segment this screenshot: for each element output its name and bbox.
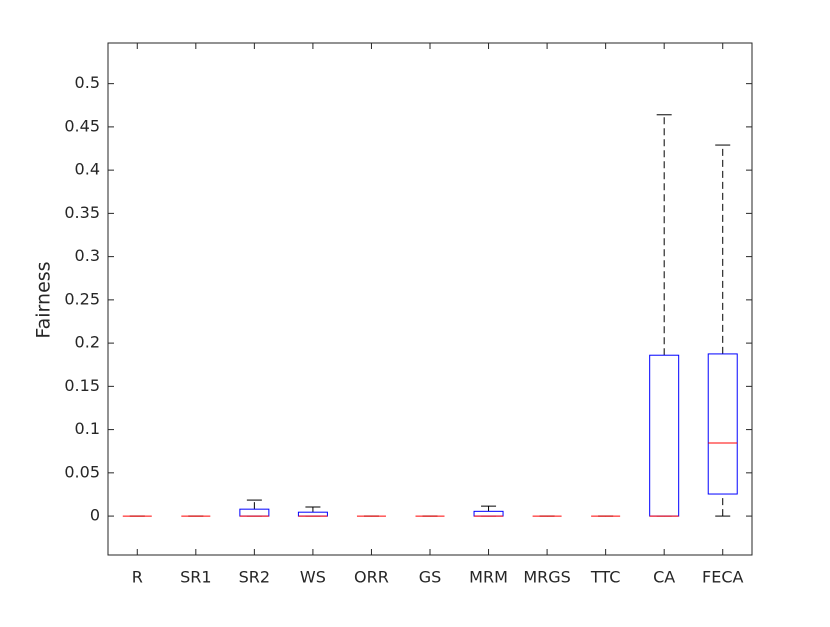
x-tick-label: MRGS	[523, 568, 570, 587]
y-tick-label: 0.1	[75, 419, 100, 438]
y-tick-label: 0.05	[64, 462, 100, 481]
y-tick-label: 0.3	[75, 246, 100, 265]
x-tick-label: SR1	[180, 568, 211, 587]
y-tick-label: 0.2	[75, 333, 100, 352]
x-tick-label: CA	[653, 568, 675, 587]
y-tick-label: 0.4	[75, 160, 100, 179]
y-tick-label: 0.45	[64, 116, 100, 135]
x-tick-label: R	[132, 568, 143, 587]
x-tick-label: MRM	[469, 568, 508, 587]
x-tick-label: FECA	[702, 568, 743, 587]
y-tick-label: 0.25	[64, 289, 100, 308]
y-tick-label: 0.5	[75, 73, 100, 92]
y-tick-label: 0.35	[64, 203, 100, 222]
x-tick-label: ORR	[354, 568, 389, 587]
y-tick-label: 0	[90, 506, 100, 525]
x-tick-label: GS	[419, 568, 442, 587]
x-tick-label: SR2	[239, 568, 270, 587]
plot-frame	[107, 42, 753, 556]
box	[707, 353, 738, 495]
x-tick-label: TTC	[590, 568, 621, 587]
y-tick-label: 0.15	[64, 376, 100, 395]
y-axis-label: Fairness	[33, 261, 55, 338]
x-tick-label: WS	[300, 568, 326, 587]
